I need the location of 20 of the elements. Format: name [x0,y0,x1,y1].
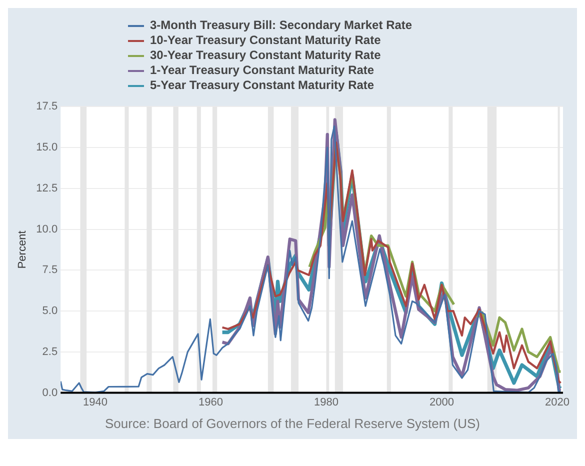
y-tick-label: 5.0 [42,305,58,318]
y-tick-label: 7.5 [42,264,58,276]
x-tick-label: 1940 [83,396,108,408]
x-tick-label: 2000 [429,396,454,408]
x-tick-label: 1960 [198,396,223,408]
y-tick-label: 15.0 [36,142,58,154]
y-tick-label: 10.0 [36,223,58,236]
legend-label: 5-Year Treasury Constant Maturity Rate [150,78,374,93]
y-tick-label: 17.5 [36,100,58,113]
y-tick-label: 2.5 [42,346,58,358]
y-axis-title: Percent [16,230,29,269]
source-note: Source: Board of Governors of the Federal Reserve System (US) [104,416,481,431]
legend-label: 1-Year Treasury Constant Maturity Rate [150,63,374,78]
x-tick-label: 2020 [544,396,570,408]
x-tick-label: 1980 [314,396,338,408]
legend-label: 30-Year Treasury Constant Maturity Rate [150,48,381,63]
y-tick-label: 0.0 [42,386,58,399]
y-tick-label: 12.5 [36,182,58,194]
legend-label: 10-Year Treasury Constant Maturity Rate [150,33,381,48]
legend-label: 3-Month Treasury Bill: Secondary Market Rate [150,18,412,33]
